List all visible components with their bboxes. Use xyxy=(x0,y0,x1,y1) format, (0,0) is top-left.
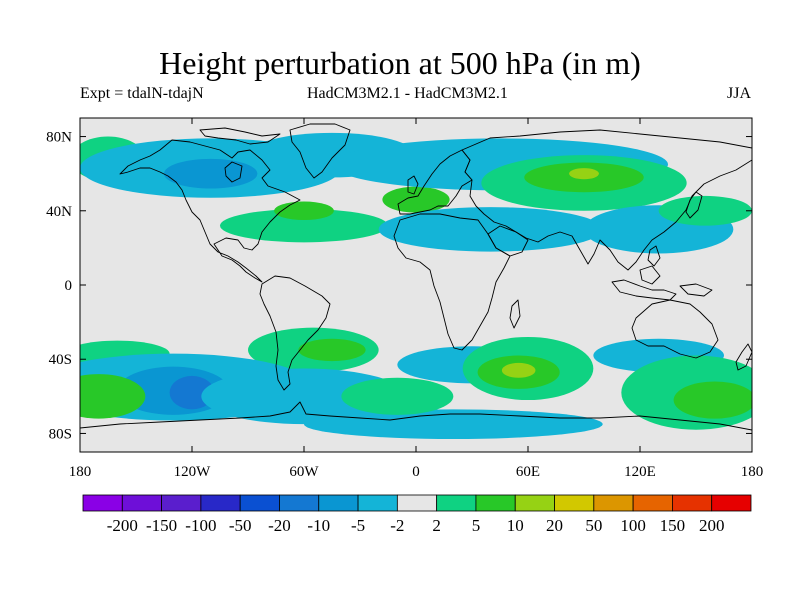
lat-tick-label: 0 xyxy=(65,278,73,294)
lat-tick-label: 40S xyxy=(49,352,72,368)
field-region-13 xyxy=(378,207,603,252)
colorbar-swatch-5 xyxy=(279,494,320,512)
colorbar-level-label: -5 xyxy=(351,516,365,535)
colorbar-swatch-1 xyxy=(121,494,162,512)
colorbar-swatch-3 xyxy=(200,494,241,512)
models-label: HadCM3M2.1 - HadCM3M2.1 xyxy=(307,85,508,102)
lat-tick-label: 40N xyxy=(46,204,72,220)
colorbar-level-label: -100 xyxy=(185,516,216,535)
coast-antarctica xyxy=(80,401,752,431)
coast-south-america xyxy=(259,275,331,391)
colorbar-level-label: 2 xyxy=(432,516,441,535)
field-region-12 xyxy=(569,168,599,180)
coast-new-guinea xyxy=(679,283,713,297)
field-region-23 xyxy=(80,374,146,419)
lon-tick-label: 180 xyxy=(69,464,92,480)
lat-tick-label: 80S xyxy=(49,426,72,442)
coast-japan xyxy=(685,191,703,219)
colorbar-level-label: 150 xyxy=(660,516,686,535)
field-region-32 xyxy=(341,377,454,415)
colorbar-level-label: -10 xyxy=(307,516,330,535)
colorbar-swatch-9 xyxy=(436,494,477,512)
lon-tick-label: 60W xyxy=(289,464,319,480)
colorbar-swatch-15 xyxy=(672,494,713,512)
colorbar-level-label: 100 xyxy=(620,516,646,535)
height-field xyxy=(80,132,752,440)
colorbar-swatch-7 xyxy=(357,494,398,512)
lon-tick-label: 0 xyxy=(412,464,420,480)
coast-hudson-bay xyxy=(224,161,243,183)
field-region-18 xyxy=(298,338,366,362)
field-region-30 xyxy=(673,381,752,419)
coastlines xyxy=(80,123,752,431)
coast-greenland xyxy=(289,123,351,179)
map-title: Height perturbation at 500 hPa (in m) xyxy=(159,45,641,81)
colorbar-swatch-2 xyxy=(161,494,202,512)
coast-philippines xyxy=(647,245,661,267)
colorbar-swatch-10 xyxy=(475,494,516,512)
season-label: JJA xyxy=(727,85,752,102)
coast-asia xyxy=(461,129,752,271)
colorbar-level-label: -20 xyxy=(268,516,291,535)
coast-north-america xyxy=(119,139,301,283)
field-region-8 xyxy=(382,186,450,213)
field-region-5 xyxy=(220,208,388,243)
colorbar-swatch-12 xyxy=(554,494,595,512)
experiment-label: Expt = tdalN-tdajN xyxy=(80,85,204,102)
colorbar-swatch-8 xyxy=(396,494,438,512)
colorbar-level-label: -2 xyxy=(390,516,404,535)
coast-british-isles xyxy=(407,175,419,195)
colorbar-level-label: 200 xyxy=(699,516,725,535)
lon-tick-label: 180 xyxy=(741,464,764,480)
colorbar-swatch-6 xyxy=(318,494,359,512)
colorbar-level-label: 10 xyxy=(507,516,524,535)
lon-tick-label: 60E xyxy=(516,464,540,480)
coast-indonesia xyxy=(611,279,677,301)
field-region-27 xyxy=(501,362,536,378)
map-axes: 180 120W 60W 0 60E 120E 180 80N 40N 0 40S 80S xyxy=(46,118,763,480)
coast-arabia xyxy=(487,225,529,257)
colorbar-level-label: 5 xyxy=(472,516,481,535)
field-region-1 xyxy=(89,192,183,378)
coast-africa xyxy=(393,213,511,351)
colorbar-swatch-4 xyxy=(239,494,280,512)
lon-tick-label: 120W xyxy=(174,464,212,480)
colorbar-swatch-13 xyxy=(593,494,634,512)
coast-arctic-islands xyxy=(199,127,281,145)
colorbar-swatch-11 xyxy=(514,494,555,512)
field-region-15 xyxy=(658,195,752,226)
colorbar-swatch-0 xyxy=(82,494,123,512)
colorbar-swatch-14 xyxy=(632,494,673,512)
coast-madagascar xyxy=(509,299,521,329)
field-region-22 xyxy=(201,368,407,425)
field-region-6 xyxy=(274,201,334,221)
colorbar-level-label: 50 xyxy=(585,516,602,535)
colorbar-level-label: -150 xyxy=(146,516,177,535)
colorbar-level-label: 20 xyxy=(546,516,563,535)
colorbar: -200 -150 -100 -50 -20 -10 -5 -2 2 5 10 20 50 100 150 2… xyxy=(82,494,752,535)
colorbar-swatch-16 xyxy=(711,494,752,512)
colorbar-level-label: -200 xyxy=(107,516,138,535)
coast-new-zealand xyxy=(735,343,752,371)
lon-tick-label: 120E xyxy=(624,464,656,480)
colorbar-level-label: -50 xyxy=(229,516,252,535)
coast-australia xyxy=(631,299,719,359)
coast-borneo xyxy=(639,265,661,285)
lat-tick-label: 80N xyxy=(46,130,72,146)
